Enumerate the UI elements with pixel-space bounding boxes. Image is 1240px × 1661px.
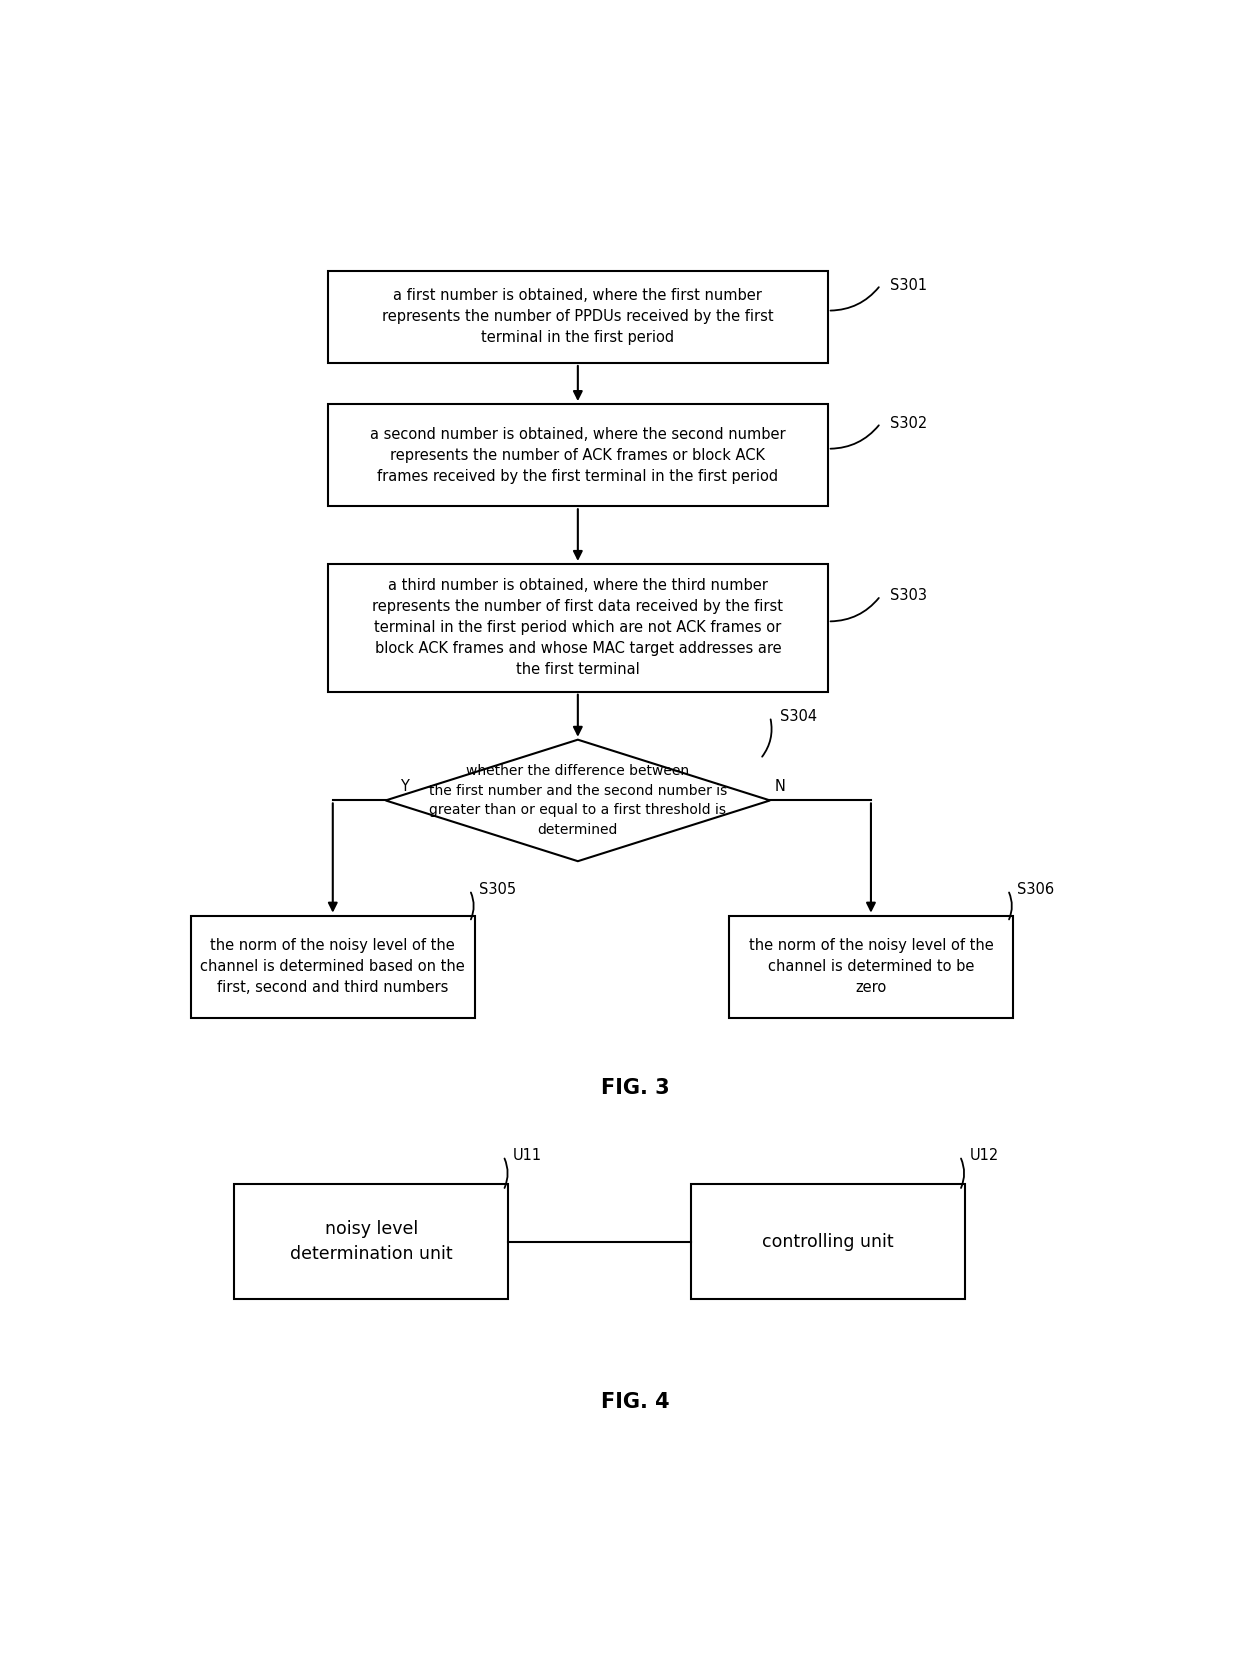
Text: U11: U11 <box>513 1148 542 1163</box>
Polygon shape <box>386 739 770 860</box>
Text: Y: Y <box>401 779 409 794</box>
Text: the norm of the noisy level of the
channel is determined based on the
first, sec: the norm of the noisy level of the chann… <box>201 938 465 995</box>
Text: FIG. 4: FIG. 4 <box>601 1392 670 1412</box>
Text: S304: S304 <box>780 709 817 724</box>
Text: noisy level
determination unit: noisy level determination unit <box>290 1221 453 1262</box>
Text: S303: S303 <box>890 588 928 603</box>
Text: controlling unit: controlling unit <box>761 1232 894 1251</box>
FancyBboxPatch shape <box>234 1184 508 1299</box>
FancyBboxPatch shape <box>191 915 475 1018</box>
Text: S306: S306 <box>1018 882 1055 897</box>
Text: a first number is obtained, where the first number
represents the number of PPDU: a first number is obtained, where the fi… <box>382 289 774 345</box>
FancyBboxPatch shape <box>327 271 828 364</box>
Text: N: N <box>775 779 786 794</box>
Text: S302: S302 <box>890 415 928 430</box>
Text: whether the difference between
the first number and the second number is
greater: whether the difference between the first… <box>429 764 727 837</box>
Text: U12: U12 <box>970 1148 998 1163</box>
Text: the norm of the noisy level of the
channel is determined to be
zero: the norm of the noisy level of the chann… <box>749 938 993 995</box>
FancyBboxPatch shape <box>691 1184 965 1299</box>
FancyBboxPatch shape <box>327 563 828 691</box>
Text: a second number is obtained, where the second number
represents the number of AC: a second number is obtained, where the s… <box>370 427 786 483</box>
FancyBboxPatch shape <box>327 404 828 507</box>
FancyBboxPatch shape <box>729 915 1013 1018</box>
Text: S305: S305 <box>480 882 517 897</box>
Text: a third number is obtained, where the third number
represents the number of firs: a third number is obtained, where the th… <box>372 578 784 678</box>
Text: FIG. 3: FIG. 3 <box>601 1078 670 1098</box>
Text: S301: S301 <box>890 277 928 292</box>
